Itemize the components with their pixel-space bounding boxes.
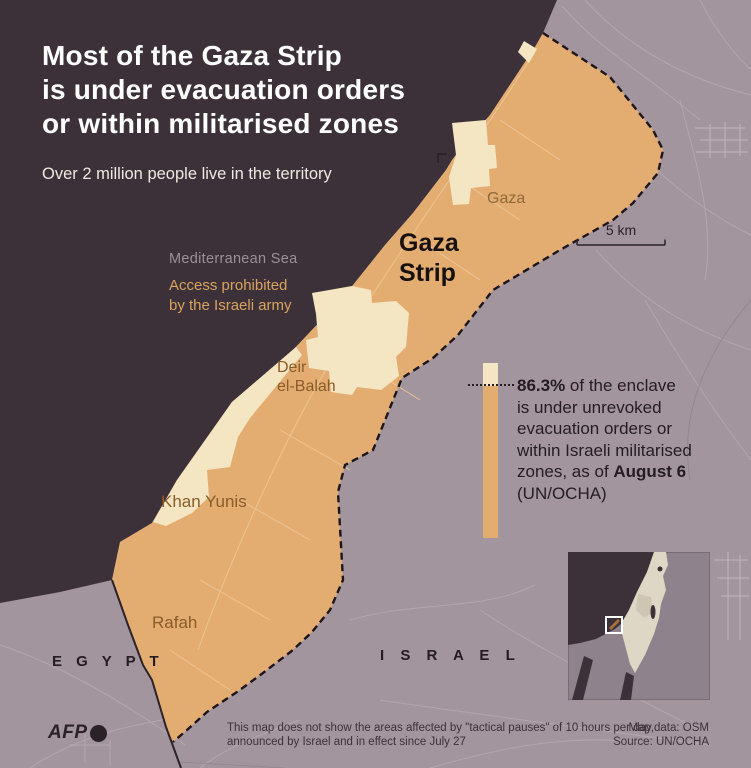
town-roads <box>695 122 749 640</box>
page-subtitle: Over 2 million people live in the territ… <box>42 165 332 183</box>
legend-note: 86.3% of the enclave is under unrevoked … <box>517 376 692 503</box>
inset-gulf-aqaba <box>620 672 634 700</box>
legend-date: August 6 <box>613 462 687 481</box>
inset-dead-sea <box>650 605 656 619</box>
afp-logo-text: AFP <box>48 722 88 743</box>
title-line-2: is under evacuation orders <box>42 74 406 105</box>
gaza-city-label: Gaza <box>487 190 526 207</box>
legend-bar <box>483 363 498 538</box>
legend-bar-evacuation-segment <box>483 386 498 538</box>
legend-bar-free-segment <box>483 363 498 386</box>
title-line-3: or within militarised zones <box>42 108 400 139</box>
deir-el-balah-label: Deir el-Balah <box>277 359 336 395</box>
rafah-label: Rafah <box>152 613 198 632</box>
inset-locator-map <box>568 552 710 700</box>
inset-west-bank <box>636 594 653 618</box>
mediterranean-sea <box>0 0 557 603</box>
egypt-border-solid <box>111 579 182 768</box>
scale-label: 5 km <box>605 222 637 238</box>
gaza-strip-territory <box>112 33 663 742</box>
inset-sea <box>568 552 654 645</box>
page-title: Most of the Gaza Strip is under evacuati… <box>42 39 405 141</box>
legend-percentage: 86.3% <box>517 376 566 395</box>
map-credits: Map data: OSM Source: UN/OCHA <box>613 722 709 748</box>
israel-border-dashed <box>172 31 665 743</box>
inset-gulf-suez <box>572 656 593 700</box>
non-evacuation-areas <box>153 41 537 526</box>
scale-bar <box>576 239 666 246</box>
inset-gaza-box <box>605 616 623 634</box>
gaza-strip-label: Gaza Strip <box>399 229 459 287</box>
gaza-port-icon <box>437 153 447 163</box>
title-line-1: Most of the Gaza Strip <box>42 40 342 71</box>
khan-yunis-label: Khan Yunis <box>161 492 247 511</box>
legend-dotted-leader <box>468 384 514 386</box>
afp-logo-circle-icon <box>89 724 107 742</box>
admin-lines <box>176 299 751 768</box>
egypt-label: E G Y P T <box>52 653 164 670</box>
afp-logo: AFP <box>48 722 107 744</box>
inset-sea-of-galilee <box>657 566 663 572</box>
inset-gaza-sliver <box>608 618 621 631</box>
map-footnote: This map does not show the areas affecte… <box>227 722 655 748</box>
mediterranean-sea-label: Mediterranean Sea <box>169 251 298 267</box>
israel-label: I S R A E L <box>380 647 521 664</box>
access-prohibited-note: Access prohibited by the Israeli army <box>169 277 292 314</box>
